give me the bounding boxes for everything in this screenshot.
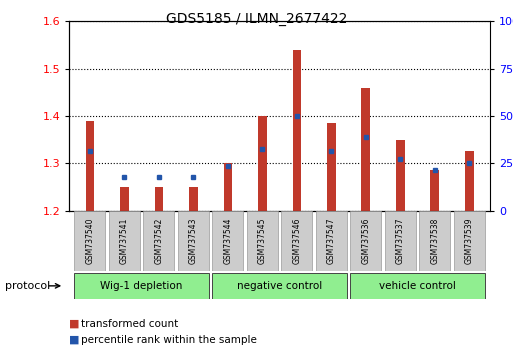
Bar [327, 123, 336, 211]
FancyBboxPatch shape [109, 211, 140, 271]
Bar [154, 187, 163, 211]
Bar [224, 163, 232, 211]
FancyBboxPatch shape [178, 211, 209, 271]
Text: GSM737542: GSM737542 [154, 218, 164, 264]
Bar [86, 121, 94, 211]
FancyBboxPatch shape [419, 211, 450, 271]
Bar [258, 116, 267, 211]
Text: GSM737545: GSM737545 [258, 218, 267, 264]
Bar [120, 187, 129, 211]
FancyBboxPatch shape [212, 211, 243, 271]
Bar [362, 87, 370, 211]
Bar [396, 139, 405, 211]
Text: Wig-1 depletion: Wig-1 depletion [101, 281, 183, 291]
Text: GSM737543: GSM737543 [189, 218, 198, 264]
Text: transformed count: transformed count [81, 319, 179, 329]
Text: GSM737540: GSM737540 [86, 218, 94, 264]
Text: GSM737536: GSM737536 [361, 218, 370, 264]
Text: vehicle control: vehicle control [379, 281, 456, 291]
Text: negative control: negative control [237, 281, 322, 291]
Bar [430, 170, 439, 211]
Bar [465, 152, 473, 211]
Text: GSM737537: GSM737537 [396, 218, 405, 264]
FancyBboxPatch shape [385, 211, 416, 271]
FancyBboxPatch shape [144, 211, 174, 271]
Text: GDS5185 / ILMN_2677422: GDS5185 / ILMN_2677422 [166, 12, 347, 27]
Text: GSM737541: GSM737541 [120, 218, 129, 264]
Text: percentile rank within the sample: percentile rank within the sample [81, 335, 257, 345]
FancyBboxPatch shape [316, 211, 347, 271]
Text: GSM737539: GSM737539 [465, 218, 473, 264]
FancyBboxPatch shape [212, 273, 347, 299]
Text: GSM737547: GSM737547 [327, 218, 336, 264]
FancyBboxPatch shape [74, 211, 106, 271]
Text: GSM737538: GSM737538 [430, 218, 439, 264]
FancyBboxPatch shape [453, 211, 485, 271]
FancyBboxPatch shape [74, 273, 209, 299]
Text: ■: ■ [69, 335, 80, 345]
FancyBboxPatch shape [247, 211, 278, 271]
FancyBboxPatch shape [350, 273, 485, 299]
Text: GSM737544: GSM737544 [223, 218, 232, 264]
Bar [292, 50, 301, 211]
FancyBboxPatch shape [281, 211, 312, 271]
FancyBboxPatch shape [350, 211, 381, 271]
Text: ■: ■ [69, 319, 80, 329]
Text: GSM737546: GSM737546 [292, 218, 301, 264]
Bar [189, 187, 198, 211]
Text: protocol: protocol [5, 281, 50, 291]
